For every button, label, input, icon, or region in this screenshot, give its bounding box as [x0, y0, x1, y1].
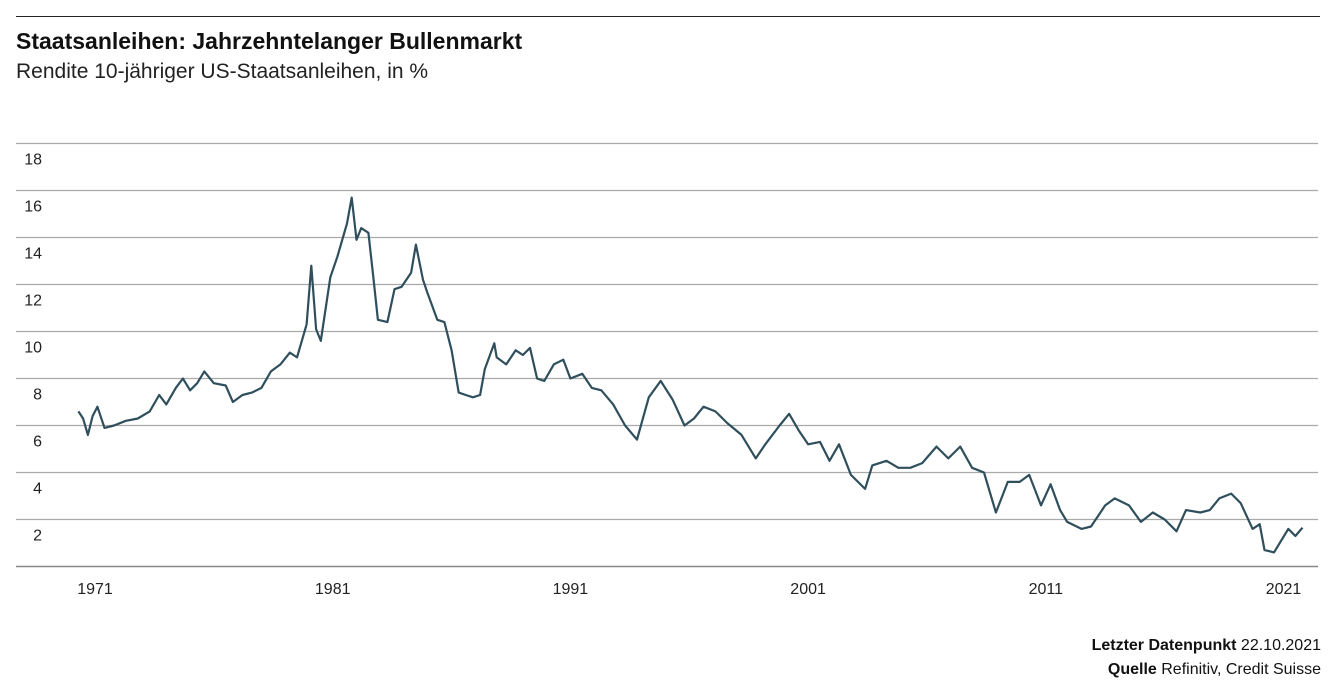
chart-subtitle: Rendite 10-jähriger US-Staatsanleihen, i… [16, 60, 429, 83]
y-tick-label: 16 [24, 199, 42, 216]
source: Quelle Refinitiv, Credit Suisse [1108, 661, 1321, 679]
yield-series-line [77, 196, 1304, 554]
top-rule [16, 16, 1320, 17]
x-tick-label: 1981 [315, 581, 351, 598]
y-tick-label: 2 [33, 528, 42, 545]
y-tick-label: 6 [33, 434, 42, 451]
chart-title: Staatsanleihen: Jahrzehntelanger Bullenm… [16, 28, 523, 54]
source-label: Quelle [1107, 661, 1157, 678]
y-tick-label: 8 [33, 387, 42, 404]
x-tick-label: 1991 [553, 581, 589, 598]
last-datapoint-label: Letzter Datenpunkt [1091, 637, 1237, 654]
last-datapoint: Letzter Datenpunkt 22.10.2021 [1092, 637, 1321, 655]
x-tick-label: 1971 [77, 581, 113, 598]
last-datapoint-value: 22.10.2021 [1240, 637, 1321, 654]
y-tick-label: 18 [24, 152, 42, 169]
y-tick-label: 14 [24, 246, 42, 263]
x-tick-label: 2001 [790, 581, 826, 598]
x-tick-label: 2021 [1266, 581, 1302, 598]
y-tick-label: 10 [24, 340, 42, 357]
source-value: Refinitiv, Credit Suisse [1161, 661, 1321, 678]
y-tick-label: 4 [33, 481, 42, 498]
y-tick-label: 12 [24, 293, 42, 310]
x-tick-label: 2011 [1029, 581, 1064, 598]
